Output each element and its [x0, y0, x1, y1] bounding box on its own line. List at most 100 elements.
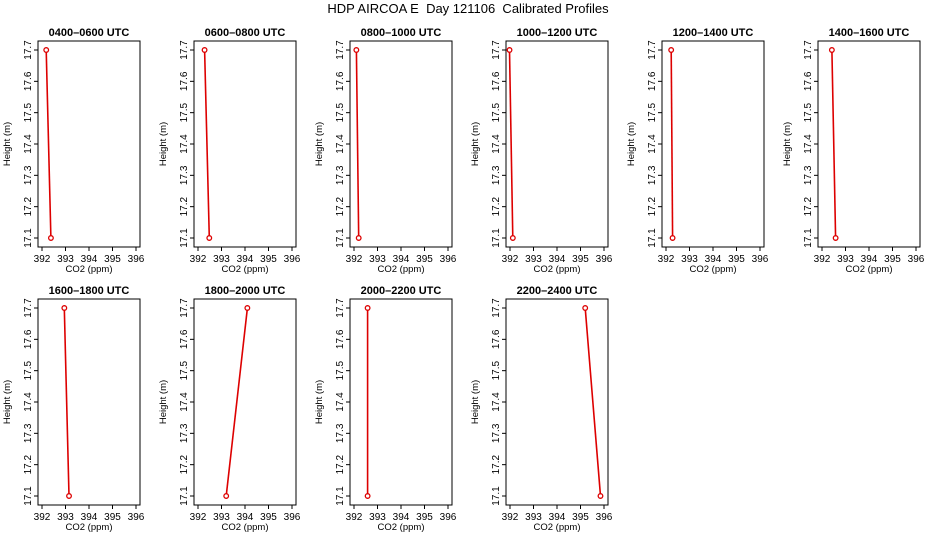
x-tick-label: 393	[57, 254, 74, 265]
x-tick-label: 395	[728, 254, 745, 265]
plot-frame	[661, 40, 765, 248]
x-axis-label: CO2 (ppm)	[66, 522, 113, 533]
x-tick-label: 395	[572, 254, 589, 265]
x-tick-label: 394	[393, 512, 410, 523]
y-tick-label: 17.2	[179, 196, 190, 216]
x-tick-label: 393	[525, 254, 542, 265]
series-line	[203, 49, 211, 239]
y-axis-label: Height (m)	[470, 380, 481, 424]
chart-panel: 1400–1600 UTC 392 393 394 395 396 17.1 17.2 17.3…	[782, 27, 925, 275]
x-axis-label: CO2 (ppm)	[690, 264, 737, 275]
y-tick-label: 17.6	[335, 329, 346, 349]
y-tick-label: 17.6	[23, 329, 34, 349]
x-tick-label: 396	[284, 254, 301, 265]
data-point	[597, 493, 604, 499]
series-line	[508, 49, 514, 239]
series-line	[584, 307, 602, 497]
x-tick-label: 395	[260, 512, 277, 523]
y-tick-label: 17.1	[335, 228, 346, 248]
x-tick-label: 394	[81, 512, 98, 523]
x-tick-label: 392	[658, 254, 675, 265]
data-point	[364, 305, 371, 311]
y-tick-label: 17.6	[647, 71, 658, 91]
plot-frame	[349, 298, 453, 506]
x-tick-label: 393	[837, 254, 854, 265]
y-axis-label: Height (m)	[314, 122, 325, 166]
data-point	[582, 305, 589, 311]
y-tick-label: 17.2	[23, 196, 34, 216]
x-tick-label: 395	[260, 254, 277, 265]
x-axis-label: CO2 (ppm)	[534, 264, 581, 275]
y-tick-label: 17.4	[335, 134, 346, 154]
data-point	[506, 47, 513, 53]
data-point	[353, 47, 360, 53]
x-tick-label: 396	[128, 254, 145, 265]
y-tick-label: 17.2	[335, 454, 346, 474]
y-tick-label: 17.2	[335, 196, 346, 216]
x-tick-label: 395	[416, 254, 433, 265]
x-tick-label: 393	[525, 512, 542, 523]
x-tick-label: 396	[596, 254, 613, 265]
y-axis-label: Height (m)	[782, 122, 793, 166]
data-point	[669, 235, 676, 241]
data-point	[832, 235, 839, 241]
y-tick-label: 17.4	[803, 134, 814, 154]
chart-title: 2200–2400 UTC	[517, 285, 598, 297]
x-tick-label: 393	[213, 254, 230, 265]
y-tick-label: 17.4	[23, 392, 34, 412]
x-tick-label: 392	[190, 512, 207, 523]
y-tick-label: 17.5	[803, 102, 814, 122]
y-tick-label: 17.7	[23, 40, 34, 60]
y-tick-label: 17.5	[335, 102, 346, 122]
y-tick-label: 17.7	[179, 40, 190, 60]
x-tick-label: 394	[237, 254, 254, 265]
y-tick-label: 17.3	[335, 423, 346, 443]
y-tick-label: 17.7	[491, 40, 502, 60]
x-tick-label: 393	[213, 512, 230, 523]
x-tick-label: 392	[346, 512, 363, 523]
y-tick-label: 17.3	[491, 423, 502, 443]
y-tick-label: 17.6	[491, 71, 502, 91]
y-tick-label: 17.7	[491, 298, 502, 318]
x-tick-label: 393	[57, 512, 74, 523]
y-tick-label: 17.5	[491, 360, 502, 380]
y-tick-label: 17.6	[803, 71, 814, 91]
chart-panel: 1800–2000 UTC 392 393 394 395 396 17.1 17.2 17.3…	[158, 285, 301, 533]
y-tick-label: 17.3	[23, 165, 34, 185]
y-axis-label: Height (m)	[2, 380, 13, 424]
x-tick-label: 392	[34, 512, 51, 523]
y-tick-label: 17.4	[647, 134, 658, 154]
y-tick-label: 17.6	[335, 71, 346, 91]
y-tick-label: 17.5	[335, 360, 346, 380]
y-tick-label: 17.2	[179, 454, 190, 474]
y-tick-label: 17.2	[803, 196, 814, 216]
x-tick-label: 392	[502, 512, 519, 523]
series-line	[45, 49, 52, 239]
y-tick-label: 17.4	[23, 134, 34, 154]
data-point	[509, 235, 516, 241]
x-axis-label: CO2 (ppm)	[846, 264, 893, 275]
y-tick-label: 17.1	[491, 486, 502, 506]
y-tick-label: 17.1	[23, 228, 34, 248]
data-point	[223, 493, 230, 499]
x-tick-label: 394	[549, 512, 566, 523]
y-tick-label: 17.5	[23, 360, 34, 380]
plot-frame	[505, 40, 609, 248]
x-tick-label: 396	[284, 512, 301, 523]
x-tick-label: 395	[104, 254, 121, 265]
x-tick-label: 392	[814, 254, 831, 265]
plot-frame	[349, 40, 453, 248]
y-tick-label: 17.3	[179, 423, 190, 443]
data-point	[206, 235, 213, 241]
y-tick-label: 17.3	[179, 165, 190, 185]
y-tick-label: 17.4	[179, 134, 190, 154]
data-point	[364, 493, 371, 499]
y-tick-label: 17.1	[803, 228, 814, 248]
y-tick-label: 17.5	[647, 102, 658, 122]
x-tick-label: 392	[190, 254, 207, 265]
chart-panel: 2000–2200 UTC 392 393 394 395 396 17.1 17.2 17.3…	[314, 285, 457, 533]
x-axis-label: CO2 (ppm)	[378, 522, 425, 533]
chart-panel: 0600–0800 UTC 392 393 394 395 396 17.1 17.2 17.3…	[158, 27, 301, 275]
data-point	[201, 47, 208, 53]
y-tick-label: 17.5	[179, 360, 190, 380]
